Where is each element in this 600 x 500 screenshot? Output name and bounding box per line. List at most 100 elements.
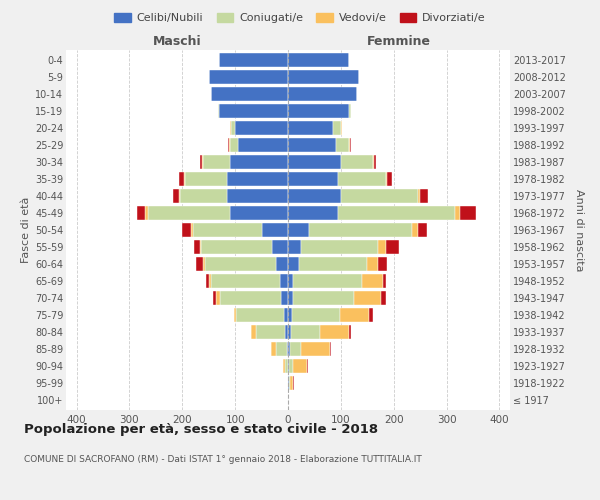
Bar: [288, 70, 359, 84]
Bar: [309, 223, 412, 237]
Bar: [349, 325, 352, 339]
Bar: [202, 155, 203, 169]
Bar: [233, 308, 236, 322]
Bar: [236, 308, 284, 322]
Bar: [288, 206, 338, 220]
Bar: [228, 138, 229, 152]
Bar: [206, 274, 209, 288]
Bar: [218, 104, 219, 118]
Bar: [209, 274, 211, 288]
Bar: [173, 189, 179, 203]
Bar: [184, 172, 185, 186]
Bar: [185, 172, 227, 186]
Bar: [383, 274, 386, 288]
Bar: [284, 308, 288, 322]
Bar: [213, 291, 215, 305]
Bar: [219, 53, 288, 67]
Bar: [179, 189, 227, 203]
Bar: [283, 359, 286, 373]
Bar: [293, 274, 362, 288]
Bar: [286, 359, 288, 373]
Bar: [341, 189, 418, 203]
Bar: [338, 206, 455, 220]
Bar: [288, 87, 357, 101]
Bar: [203, 155, 230, 169]
Bar: [211, 274, 280, 288]
Bar: [293, 359, 307, 373]
Bar: [280, 274, 288, 288]
Bar: [418, 189, 420, 203]
Text: Maschi: Maschi: [152, 36, 202, 49]
Bar: [194, 240, 200, 254]
Bar: [211, 87, 288, 101]
Bar: [301, 342, 330, 356]
Bar: [299, 257, 367, 271]
Bar: [200, 240, 201, 254]
Bar: [227, 172, 288, 186]
Y-axis label: Fasce di età: Fasce di età: [20, 197, 31, 263]
Bar: [262, 223, 288, 237]
Text: Femmine: Femmine: [367, 36, 431, 49]
Y-axis label: Anni di nascita: Anni di nascita: [574, 188, 584, 271]
Bar: [288, 359, 289, 373]
Bar: [272, 240, 288, 254]
Bar: [288, 155, 341, 169]
Bar: [288, 240, 301, 254]
Bar: [256, 325, 286, 339]
Bar: [196, 257, 203, 271]
Bar: [307, 359, 308, 373]
Bar: [288, 172, 338, 186]
Bar: [200, 155, 202, 169]
Bar: [182, 223, 191, 237]
Bar: [286, 325, 288, 339]
Bar: [191, 223, 193, 237]
Bar: [289, 359, 293, 373]
Bar: [386, 172, 388, 186]
Bar: [288, 104, 349, 118]
Bar: [203, 257, 205, 271]
Bar: [227, 189, 288, 203]
Bar: [349, 104, 352, 118]
Bar: [288, 223, 309, 237]
Bar: [219, 104, 288, 118]
Bar: [287, 342, 288, 356]
Bar: [386, 240, 399, 254]
Bar: [288, 342, 290, 356]
Bar: [292, 308, 340, 322]
Bar: [388, 172, 392, 186]
Bar: [301, 240, 378, 254]
Bar: [374, 155, 376, 169]
Bar: [460, 206, 476, 220]
Bar: [378, 257, 388, 271]
Bar: [145, 206, 148, 220]
Bar: [349, 138, 350, 152]
Bar: [205, 257, 277, 271]
Bar: [271, 342, 277, 356]
Bar: [238, 138, 288, 152]
Bar: [215, 291, 220, 305]
Bar: [290, 325, 320, 339]
Bar: [288, 308, 292, 322]
Bar: [354, 291, 380, 305]
Bar: [378, 240, 386, 254]
Bar: [333, 121, 341, 135]
Bar: [288, 138, 335, 152]
Bar: [341, 121, 342, 135]
Bar: [231, 121, 235, 135]
Bar: [362, 274, 383, 288]
Bar: [293, 291, 354, 305]
Bar: [338, 172, 386, 186]
Bar: [288, 121, 333, 135]
Bar: [341, 155, 373, 169]
Bar: [288, 189, 341, 203]
Bar: [289, 376, 290, 390]
Bar: [340, 308, 369, 322]
Bar: [288, 376, 289, 390]
Bar: [193, 223, 262, 237]
Text: COMUNE DI SACROFANO (RM) - Dati ISTAT 1° gennaio 2018 - Elaborazione TUTTITALIA.: COMUNE DI SACROFANO (RM) - Dati ISTAT 1°…: [24, 455, 422, 464]
Bar: [288, 325, 290, 339]
Bar: [412, 223, 418, 237]
Bar: [330, 342, 331, 356]
Bar: [148, 206, 230, 220]
Bar: [220, 291, 281, 305]
